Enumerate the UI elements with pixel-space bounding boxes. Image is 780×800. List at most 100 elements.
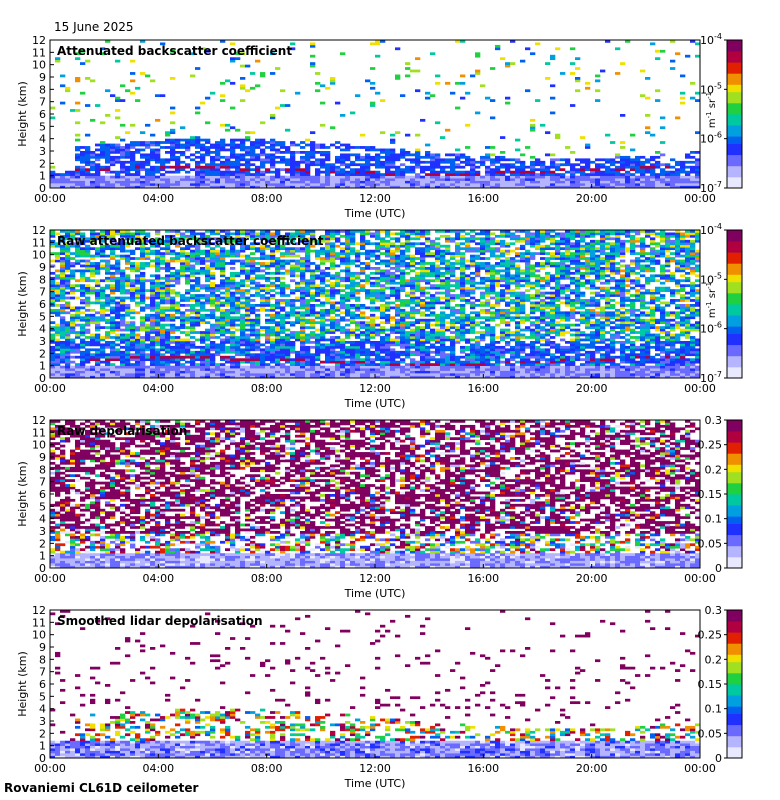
data-cell [295, 143, 301, 147]
data-cell [360, 163, 366, 167]
data-cell [175, 370, 181, 374]
data-cell [80, 318, 86, 322]
data-cell [250, 262, 256, 265]
data-cell [250, 368, 256, 371]
data-cell [155, 373, 161, 376]
data-cell [170, 304, 176, 307]
data-cell [325, 350, 331, 354]
data-cell [360, 180, 366, 184]
data-cell [110, 350, 116, 354]
data-cell [50, 341, 56, 344]
data-cell [170, 170, 176, 174]
data-cell [195, 170, 201, 174]
data-cell [350, 232, 356, 236]
data-cell [290, 363, 296, 366]
data-cell [185, 353, 191, 357]
data-cell [320, 291, 326, 295]
data-cell [245, 289, 251, 292]
data-cell [65, 237, 71, 241]
panel-title: Attenuated backscatter coefficient [57, 44, 292, 58]
data-cell [330, 341, 336, 344]
data-cell [600, 180, 606, 184]
data-cell [165, 296, 171, 300]
data-cell [245, 316, 251, 320]
data-cell [85, 323, 91, 327]
data-cell [145, 336, 151, 339]
data-cell [70, 341, 76, 344]
data-cell [570, 183, 576, 186]
data-cell [310, 131, 316, 135]
data-cell [360, 363, 366, 366]
data-cell [140, 237, 146, 241]
data-cell [150, 370, 156, 374]
data-cell [190, 230, 196, 233]
data-cell [250, 269, 256, 273]
data-cell [185, 254, 191, 258]
data-cell [680, 175, 686, 179]
data-cell [160, 373, 166, 376]
data-cell [670, 170, 676, 174]
data-cell [330, 316, 336, 320]
data-cell [155, 358, 161, 362]
data-cell [80, 328, 86, 332]
data-cell [330, 178, 336, 181]
data-cell [210, 316, 216, 320]
data-cell [435, 153, 441, 157]
data-cell [670, 173, 676, 176]
data-cell [345, 178, 351, 181]
data-cell [385, 163, 391, 167]
data-cell [415, 133, 421, 137]
data-cell [180, 143, 186, 147]
data-cell [640, 180, 646, 184]
data-cell [50, 291, 56, 295]
data-cell [435, 185, 441, 189]
data-cell [330, 232, 336, 236]
data-cell [85, 286, 91, 290]
data-cell [165, 294, 171, 297]
data-cell [520, 185, 526, 189]
data-cell [155, 328, 161, 332]
data-cell [175, 141, 181, 144]
data-cell [560, 185, 566, 189]
data-cell [350, 316, 356, 320]
data-cell [200, 294, 206, 297]
data-cell [240, 183, 246, 186]
data-cell [110, 358, 116, 362]
data-cell [165, 336, 171, 339]
data-cell [105, 247, 111, 251]
data-cell [320, 269, 326, 273]
colorbar-cell [727, 114, 742, 119]
colorbar-cell [727, 132, 742, 137]
data-cell [175, 279, 181, 283]
data-cell [265, 321, 271, 325]
data-cell [140, 336, 146, 339]
data-cell [365, 180, 371, 184]
data-cell [285, 353, 291, 357]
data-cell [220, 247, 226, 251]
data-cell [280, 299, 286, 302]
data-cell [475, 180, 481, 184]
data-cell [625, 173, 631, 176]
data-cell [620, 141, 626, 144]
data-cell [305, 291, 311, 295]
data-cell [280, 259, 286, 263]
data-cell [295, 178, 301, 181]
data-cell [345, 264, 351, 268]
data-cell [90, 239, 96, 243]
data-cell [250, 308, 256, 312]
data-cell [120, 279, 126, 283]
data-cell [260, 244, 266, 248]
data-cell [175, 168, 181, 172]
data-cell [155, 239, 161, 243]
data-cell [245, 304, 251, 307]
data-cell [140, 160, 146, 164]
data-cell [70, 306, 76, 310]
y-tick-label: 6 [39, 108, 46, 121]
data-cell [145, 373, 151, 376]
data-cell [50, 360, 56, 364]
data-cell [175, 254, 181, 258]
data-cell [240, 301, 246, 305]
data-cell [295, 183, 301, 186]
data-cell [335, 279, 341, 283]
data-cell [365, 348, 371, 352]
